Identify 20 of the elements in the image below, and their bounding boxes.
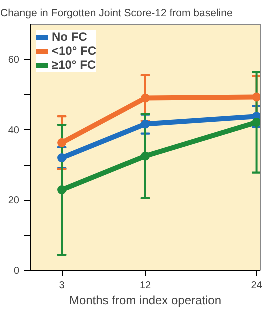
- legend-label: ≥10° FC: [52, 58, 96, 72]
- point: [252, 92, 260, 102]
- y-tick-label: 40: [8, 125, 20, 136]
- y-tick-label: 0: [14, 266, 20, 277]
- x-tick-label: 24: [251, 280, 263, 292]
- y-tick-label: 60: [8, 55, 20, 66]
- point: [141, 120, 150, 129]
- x-tick-label: 3: [59, 280, 66, 292]
- chart-title: Change in Forgotten Joint Score-12 from baseline: [0, 8, 233, 20]
- y-tick-label: 20: [8, 196, 20, 207]
- point: [141, 152, 150, 161]
- legend-label: No FC: [52, 30, 88, 44]
- point: [58, 138, 67, 148]
- point: [252, 118, 260, 128]
- x-tick-label: 12: [140, 280, 152, 292]
- x-axis-title: Months from index operation: [69, 294, 222, 308]
- legend-label: <10° FC: [52, 44, 96, 58]
- point: [141, 94, 150, 103]
- point: [58, 154, 67, 163]
- point: [58, 186, 67, 195]
